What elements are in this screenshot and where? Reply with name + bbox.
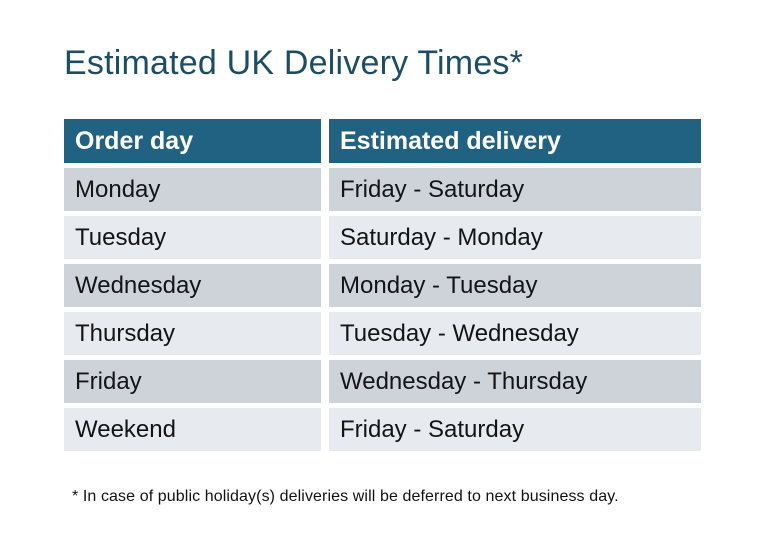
footnote: * In case of public holiday(s) deliverie…	[72, 488, 619, 505]
table-cell-estimated-delivery: Saturday - Monday	[329, 216, 701, 259]
column-header-estimated-delivery: Estimated delivery	[329, 119, 701, 163]
table-cell-estimated-delivery: Tuesday - Wednesday	[329, 312, 701, 355]
table-cell-estimated-delivery: Wednesday - Thursday	[329, 360, 701, 403]
table-cell-estimated-delivery: Friday - Saturday	[329, 168, 701, 211]
table-cell-order-day: Thursday	[64, 312, 321, 355]
table-cell-order-day: Wednesday	[64, 264, 321, 307]
table-cell-estimated-delivery: Friday - Saturday	[329, 408, 701, 451]
table-cell-order-day: Tuesday	[64, 216, 321, 259]
delivery-times-table: Order day Estimated delivery Monday Frid…	[64, 119, 701, 451]
table-cell-order-day: Monday	[64, 168, 321, 211]
table-cell-order-day: Weekend	[64, 408, 321, 451]
table-cell-estimated-delivery: Monday - Tuesday	[329, 264, 701, 307]
column-header-order-day: Order day	[64, 119, 321, 163]
table-cell-order-day: Friday	[64, 360, 321, 403]
page-title: Estimated UK Delivery Times*	[64, 44, 524, 82]
